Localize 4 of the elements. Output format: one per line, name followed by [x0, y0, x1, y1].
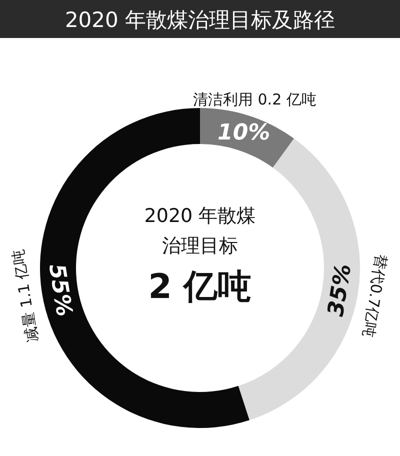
annotation: 2020 年散煤: [144, 205, 256, 227]
annotation: 治理目标: [162, 235, 238, 257]
annotation: 2 亿吨: [148, 267, 252, 307]
title: 2020 年散煤治理目标及路径: [64, 8, 336, 32]
